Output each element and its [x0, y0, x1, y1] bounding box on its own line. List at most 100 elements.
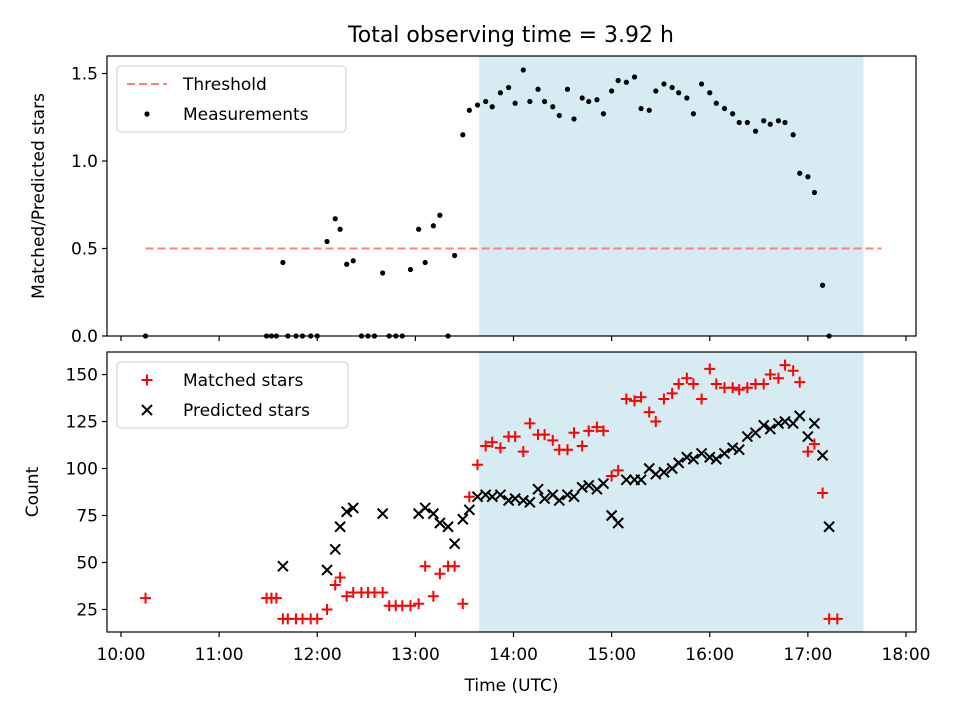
matched-stars-point [779, 359, 791, 371]
measurement-point [332, 216, 338, 222]
matched-stars-point [772, 372, 784, 384]
y-tick-label: 25 [76, 600, 98, 620]
predicted-stars-point [718, 447, 731, 460]
predicted-stars-point [561, 489, 574, 501]
matched-stars-point [733, 384, 745, 396]
matched-stars-point [666, 387, 678, 399]
predicted-stars-point [635, 474, 647, 486]
matched-stars-point [329, 579, 341, 591]
x-tick-label: 14:00 [489, 645, 538, 665]
matched-stars-point [539, 429, 551, 441]
matched-stars-point [561, 444, 573, 456]
matched-stars-point [758, 378, 770, 390]
matched-stars-point [787, 365, 799, 377]
measurement-point [489, 104, 495, 110]
y-tick-label: 1.5 [71, 65, 98, 85]
matched-stars-point [404, 600, 416, 612]
measurement-point [337, 226, 343, 232]
matched-stars-point [334, 572, 346, 584]
matched-stars-point [612, 464, 624, 476]
matched-stars-point [710, 378, 722, 390]
measurement-point [676, 90, 682, 96]
measurement-point [586, 98, 592, 105]
predicted-stars-point [553, 494, 565, 507]
matched-stars-point [524, 417, 536, 429]
measurement-point [805, 174, 811, 180]
series-measurements [142, 67, 832, 339]
measurement-point [615, 77, 621, 84]
predicted-stars-point [802, 430, 814, 443]
predicted-stars-point [532, 483, 544, 495]
measurement-point [564, 86, 571, 92]
x-tick-label: 16:00 [685, 645, 734, 665]
measurement-point [579, 95, 585, 101]
measurement-point [730, 111, 736, 117]
measurement-point [609, 88, 615, 94]
measurement-point [707, 90, 713, 96]
measurement-point [380, 270, 386, 276]
matched-stars-point [321, 603, 333, 615]
measurement-point [497, 90, 504, 96]
predicted-stars-point [681, 451, 693, 463]
predicted-stars-point [457, 513, 469, 525]
legend-measurements-swatch [144, 111, 150, 117]
measurement-point [600, 111, 607, 117]
predicted-stars-point [612, 517, 624, 529]
top-panel: 0.0 0.5 1.0 1.5 Matched/Predicted stars Thres… [29, 55, 917, 347]
legend-label: Threshold [182, 75, 267, 95]
matched-stars-point [658, 393, 670, 405]
matched-stars-point [494, 442, 506, 454]
legend-label: Measurements [183, 105, 309, 125]
legend-predicted-swatch [141, 404, 153, 416]
predicted-stars-point [277, 560, 289, 572]
measurement-point [416, 226, 422, 232]
measurement-point [761, 118, 767, 124]
y-tick-label: 150 [66, 366, 98, 386]
measurement-point [594, 97, 600, 103]
predicted-stars-point [710, 453, 722, 465]
matched-stars-point [140, 592, 152, 604]
y-tick-label: 75 [76, 506, 98, 526]
measurement-point [713, 100, 719, 106]
measurement-point [797, 170, 803, 176]
matched-stars-point [427, 590, 439, 602]
predicted-stars-point [463, 504, 476, 516]
y-tick-label: 1.0 [71, 152, 98, 172]
matched-stars-point [413, 598, 425, 610]
x-tick-label: 18:00 [882, 645, 931, 665]
legend-matched-swatch [141, 374, 153, 386]
matched-stars-point [673, 378, 685, 390]
predicted-stars-point [597, 477, 610, 490]
predicted-stars-point [687, 453, 700, 465]
measurement-point [466, 107, 472, 113]
predicted-stars-point [494, 489, 507, 501]
legend-box [116, 65, 347, 133]
measurement-point [661, 81, 667, 87]
predicted-stars-point [434, 517, 446, 529]
y-tick-label: 50 [76, 553, 98, 573]
predicted-stars-point [502, 494, 515, 507]
matched-stars-point [270, 592, 282, 604]
predicted-stars-point [726, 442, 739, 454]
observing-window-shade [479, 56, 864, 336]
x-tick-label: 17:00 [783, 645, 832, 665]
matched-stars-point [463, 491, 475, 503]
predicted-stars-point [816, 449, 829, 462]
y-axis-label: Count [23, 466, 43, 517]
predicted-stars-point [758, 419, 770, 431]
measurement-point [698, 81, 705, 87]
matched-stars-point [606, 470, 618, 482]
measurement-point [744, 119, 750, 126]
measurement-point [775, 118, 782, 124]
matched-stars-point [472, 459, 484, 471]
measurement-point [344, 261, 350, 267]
series-predicted-stars [277, 410, 835, 576]
axes-frame [106, 351, 917, 633]
measurement-point [460, 132, 466, 138]
predicted-stars-point [772, 417, 785, 430]
predicted-stars-point [509, 492, 521, 505]
measurement-point [646, 107, 652, 113]
matched-stars-point [696, 393, 708, 405]
predicted-stars-point [764, 423, 776, 435]
predicted-stars-point [741, 430, 754, 443]
